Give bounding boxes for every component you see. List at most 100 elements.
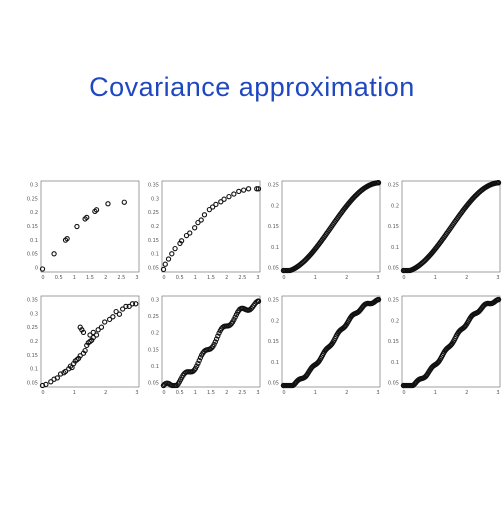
panel-7: 0.25 0.2 0.15 0.1 0.050 1 2 3 (268, 295, 382, 396)
x-tick-label: 3 (496, 275, 499, 281)
y-tick-label: 0.1 (151, 364, 159, 370)
x-tick-label: 2 (465, 390, 468, 396)
y-tick-label: 0.15 (388, 339, 399, 345)
y-tick-label: 0.25 (388, 183, 399, 189)
data-point (221, 196, 227, 202)
data-point (197, 354, 204, 361)
x-tick-label: 2 (104, 275, 107, 281)
data-point (54, 375, 60, 381)
x-tick-label: 1.5 (207, 275, 215, 281)
x-tick-label: 1 (434, 390, 437, 396)
x-tick-label: 2 (225, 390, 228, 396)
x-tick-label: 3 (256, 390, 259, 396)
x-tick-label: 1 (73, 390, 76, 396)
y-tick-label: 0.1 (30, 367, 38, 373)
data-point (178, 238, 185, 244)
data-point (110, 314, 116, 320)
panel-1: 0.3 0.25 0.2 0.15 0.1 0.05 00 0.5 1 1.5 2 2.5 3 (27, 180, 140, 281)
x-tick-label: 0 (402, 390, 405, 396)
y-tick-label: 0.05 (27, 252, 38, 258)
y-tick-label: 0.2 (151, 331, 159, 337)
x-tick-label: 0 (282, 275, 285, 281)
y-tick-label: 0.25 (268, 183, 279, 189)
data-point (165, 256, 172, 262)
data-point (245, 186, 252, 192)
data-point (74, 223, 80, 230)
x-tick-label: 0 (402, 275, 405, 281)
data-point (213, 336, 220, 342)
y-tick-label: 0 (35, 266, 38, 272)
data-point (375, 297, 382, 303)
x-tick-label: 0 (41, 275, 44, 281)
y-tick-label: 0.2 (151, 224, 159, 230)
data-point (98, 324, 105, 330)
y-tick-label: 0.25 (388, 298, 399, 304)
data-point (106, 316, 113, 323)
data-point (218, 199, 224, 205)
data-point (226, 193, 232, 200)
x-tick-label: 3 (376, 390, 379, 396)
x-tick-label: 2 (345, 390, 348, 396)
data-point (51, 251, 57, 257)
x-tick-label: 0 (41, 390, 44, 396)
data-point (105, 201, 111, 207)
data-point (77, 353, 83, 359)
y-tick-label: 0.1 (391, 245, 399, 251)
panel-3: 0.25 0.2 0.15 0.1 0.050 1 2 3 (268, 180, 382, 281)
y-tick-label: 0.2 (271, 318, 279, 324)
data-point (254, 186, 260, 192)
data-point (113, 308, 119, 315)
data-point (196, 357, 202, 364)
data-point (495, 297, 502, 303)
data-point (212, 339, 218, 345)
data-point (172, 245, 178, 252)
x-tick-label: 2 (104, 390, 107, 396)
y-tick-label: 0.15 (27, 224, 38, 230)
x-tick-label: 1 (434, 275, 437, 281)
y-tick-label: 0.1 (391, 360, 399, 366)
data-point (211, 341, 217, 348)
y-tick-label: 0.15 (268, 224, 279, 230)
y-tick-label: 0.1 (271, 245, 279, 251)
data-point (62, 368, 69, 375)
x-tick-label: 1 (73, 275, 76, 281)
y-tick-label: 0.05 (148, 266, 159, 272)
data-point (195, 360, 201, 366)
x-tick-label: 3 (135, 275, 138, 281)
y-tick-label: 0.2 (391, 203, 399, 209)
data-point (232, 314, 238, 320)
panel-2: 0.35 0.3 0.25 0.2 0.15 0.1 0.050 0.5 1 1.5 2 2.5 3 (148, 180, 262, 281)
y-tick-label: 0.25 (27, 196, 38, 202)
x-tick-label: 3 (256, 275, 259, 281)
data-point (255, 298, 262, 304)
data-point (90, 334, 96, 341)
x-tick-label: 2 (225, 275, 228, 281)
data-point (93, 207, 100, 213)
y-tick-label: 0.25 (148, 314, 159, 320)
data-point (48, 379, 54, 385)
y-tick-label: 0.15 (27, 353, 38, 359)
data-point (160, 266, 167, 273)
data-point (209, 204, 216, 210)
y-tick-label: 0.35 (148, 183, 159, 189)
data-point (90, 329, 96, 336)
x-tick-label: 1 (194, 390, 197, 396)
y-tick-label: 0.05 (27, 381, 38, 387)
data-point (187, 230, 193, 236)
y-tick-label: 0.15 (148, 238, 159, 244)
x-tick-label: 0 (162, 390, 165, 396)
data-point (80, 329, 87, 336)
x-tick-label: 3 (135, 390, 138, 396)
y-tick-label: 0.2 (391, 318, 399, 324)
data-point (93, 332, 100, 338)
data-point (39, 266, 46, 272)
data-point (123, 303, 129, 310)
x-tick-label: 1 (314, 275, 317, 281)
data-point (162, 261, 168, 267)
x-tick-label: 0 (282, 390, 285, 396)
y-tick-label: 0.15 (388, 224, 399, 230)
y-tick-label: 0.15 (148, 347, 159, 353)
panel-4: 0.25 0.2 0.15 0.1 0.050 1 2 3 (388, 180, 502, 281)
data-point (95, 327, 101, 333)
